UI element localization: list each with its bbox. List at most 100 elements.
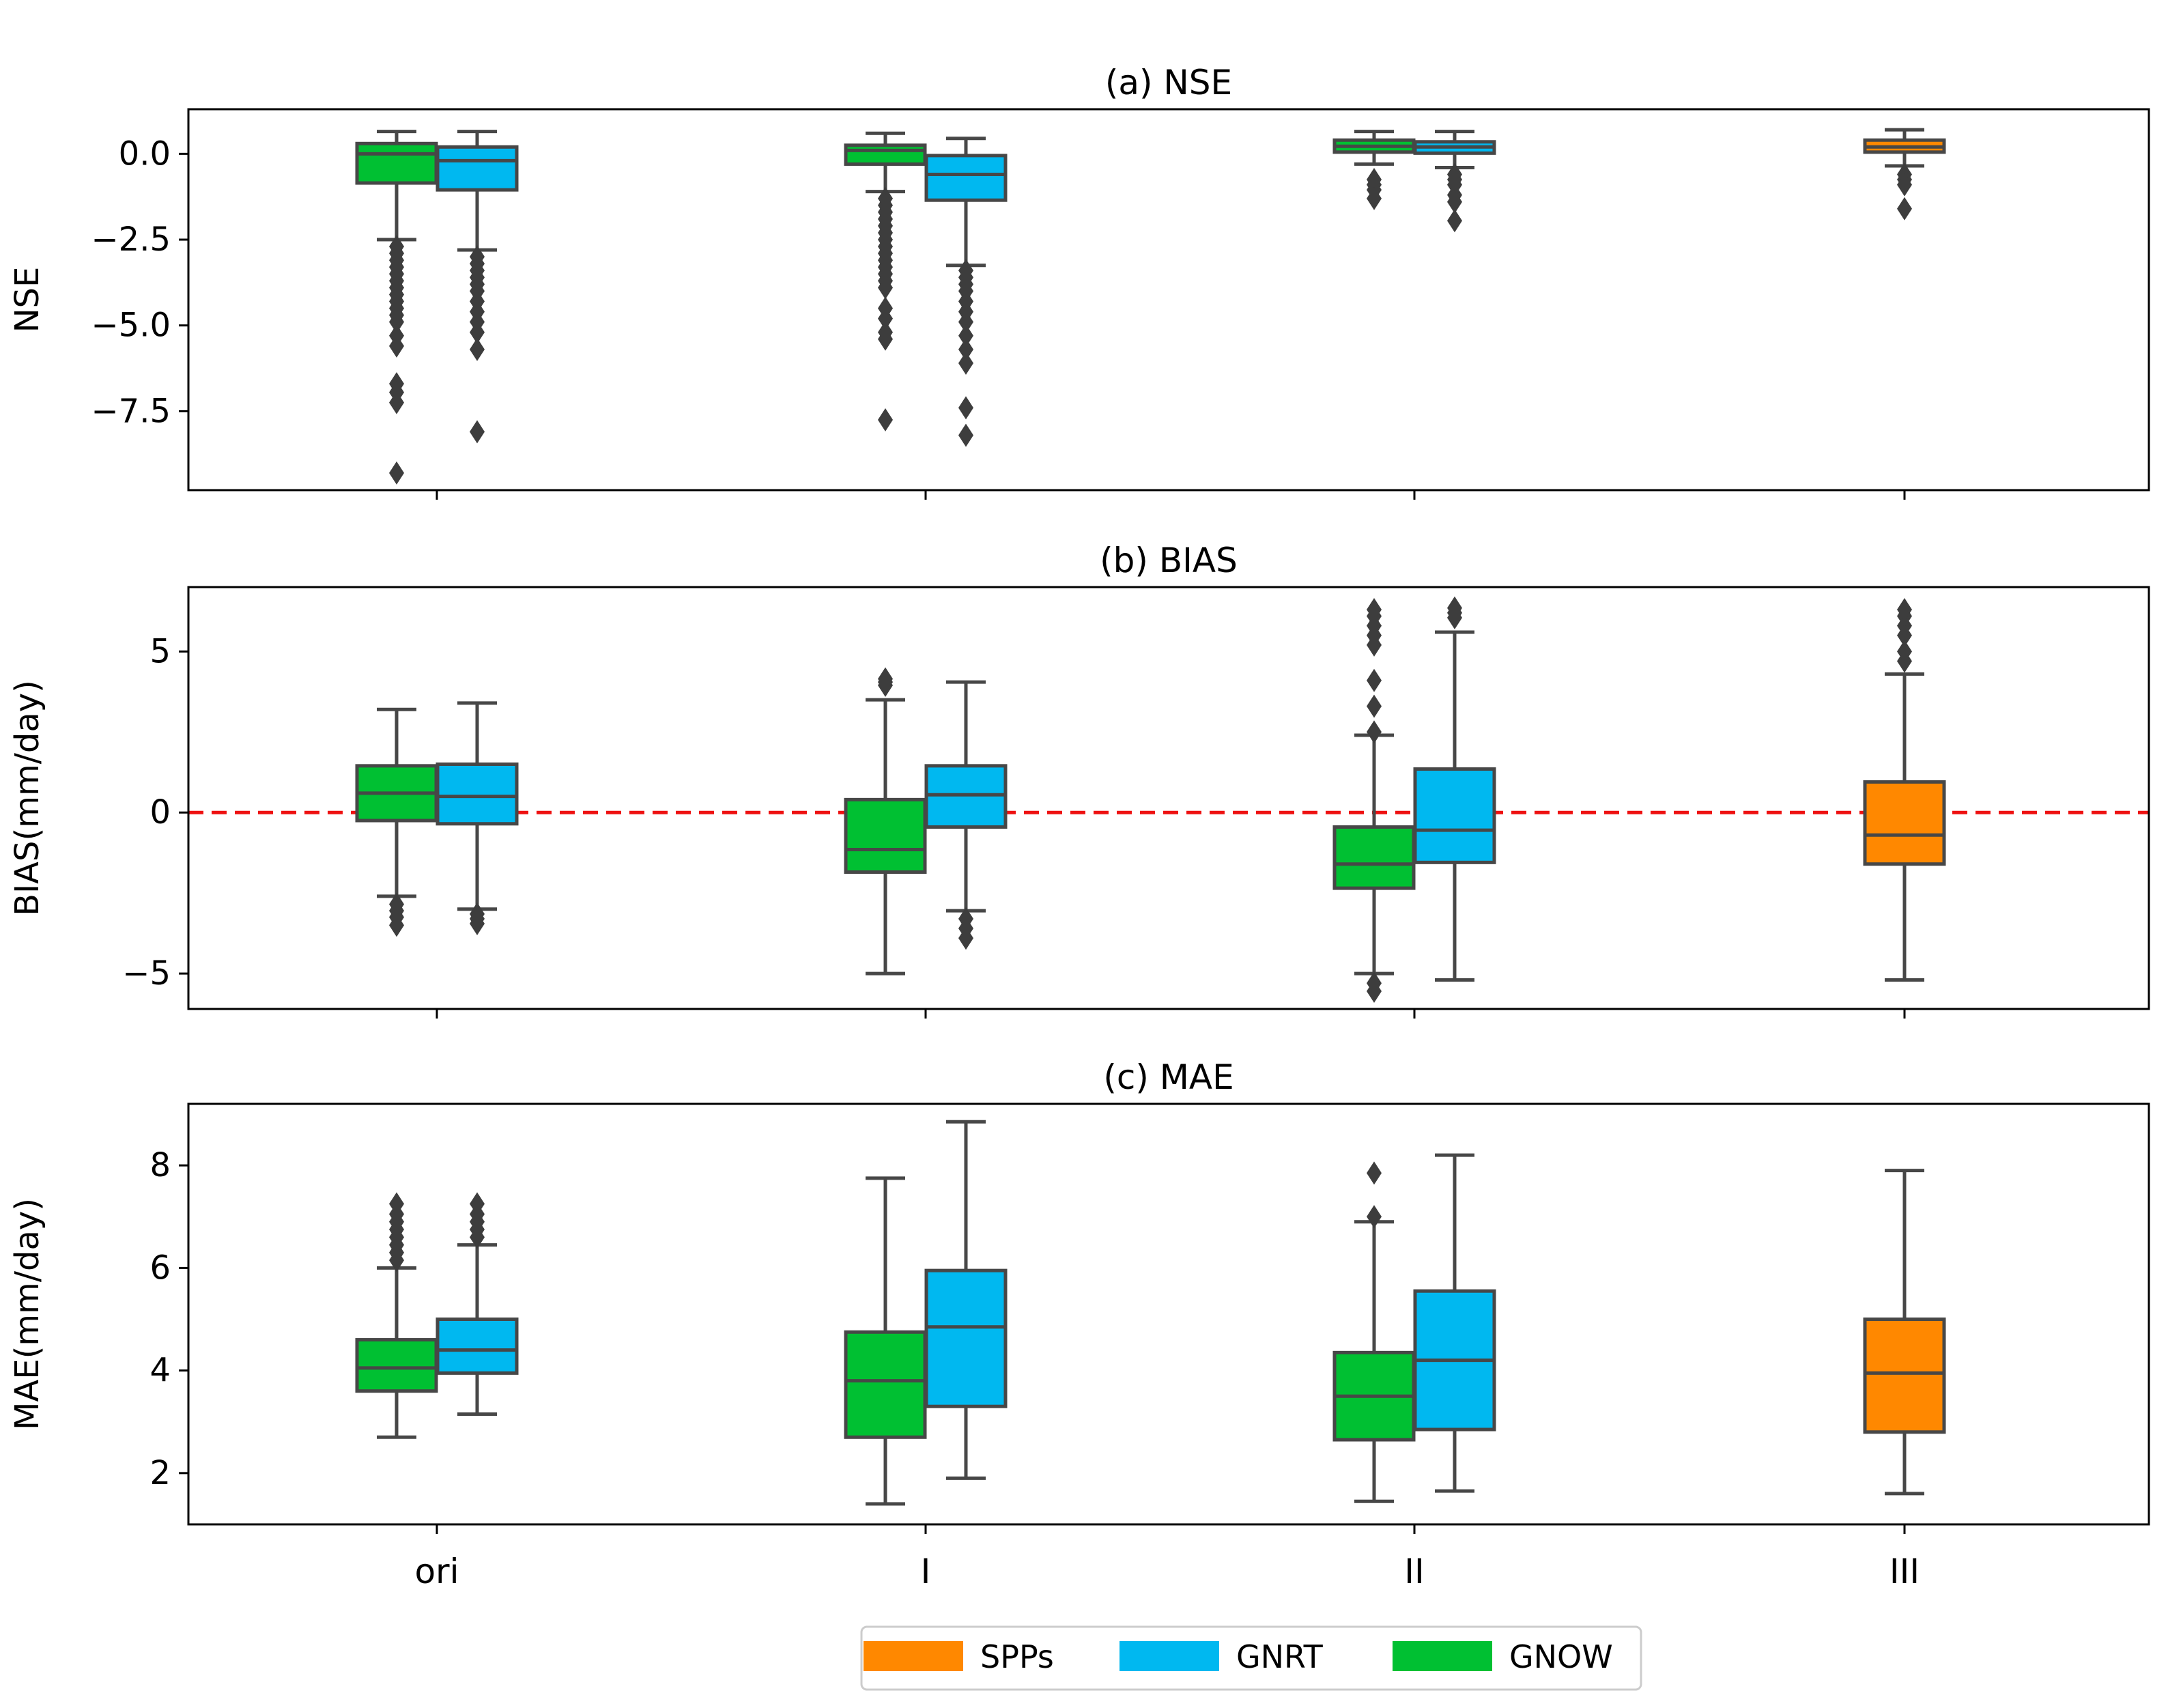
y-axis-label-bias: BIAS(mm/day)	[8, 680, 46, 916]
outlier-point	[470, 911, 485, 935]
axes-frame-nse	[187, 108, 2150, 492]
outlier-point	[1447, 596, 1462, 620]
outlier-point	[1897, 173, 1912, 197]
y-tick-label-nse: −2.5	[91, 220, 171, 259]
panel-title-mae: (c) MAE	[1103, 1057, 1233, 1097]
panel-bias: (b) BIAS BIAS(mm/day) 5 0 −5	[8, 541, 2150, 1019]
box-body	[355, 1338, 438, 1393]
outlier-point	[1897, 197, 1912, 220]
outlier-point	[878, 307, 893, 330]
box-ii-gnrt	[1413, 1153, 1496, 1493]
outlier-point	[958, 352, 973, 375]
box-ii-gnow	[1332, 130, 1416, 210]
y-tick-label-mae: 4	[149, 1352, 171, 1390]
outlier-point	[470, 420, 485, 444]
x-tick-label-iii: III	[1889, 1552, 1920, 1591]
x-tick-label-ori: ori	[414, 1552, 459, 1591]
box-ii-gnow	[1332, 1161, 1416, 1503]
y-tick-label-mae: 8	[149, 1146, 171, 1184]
box-ori-gnow	[355, 130, 438, 485]
outlier-point	[958, 396, 973, 420]
box-i-gnow	[844, 131, 927, 431]
box-i-gnow	[844, 1176, 927, 1506]
outlier-point	[958, 310, 973, 334]
x-tick-label-ii: II	[1404, 1552, 1425, 1591]
box-ii-gnrt	[1413, 130, 1496, 233]
box-body	[436, 762, 519, 826]
box-ori-gnow	[355, 707, 438, 937]
y-tick-label-mae: 2	[149, 1454, 171, 1492]
box-body	[1332, 825, 1416, 890]
outlier-point	[1367, 186, 1382, 210]
box-i-gnrt	[924, 680, 1008, 950]
outlier-point	[878, 667, 893, 691]
panel-title-nse: (a) NSE	[1105, 63, 1232, 102]
outlier-point	[470, 1192, 485, 1216]
panels: (a) NSE NSE 0.0 −2.5 −5.0 −7.5 (b) BIAS BIAS(mm…	[8, 63, 2150, 1591]
box-body	[844, 1330, 927, 1439]
outlier-point	[470, 320, 485, 344]
box-body	[1863, 780, 1946, 866]
panel-title-bias: (b) BIAS	[1100, 541, 1238, 580]
box-body	[924, 154, 1008, 202]
outlier-point	[1897, 640, 1912, 664]
outlier-point	[1367, 1205, 1382, 1229]
outlier-point	[470, 337, 485, 361]
y-tick-label-nse: −7.5	[91, 392, 171, 430]
y-tick-label-nse: −5.0	[91, 307, 171, 345]
box-body	[844, 143, 927, 166]
outlier-point	[958, 423, 973, 447]
box-body	[355, 141, 438, 185]
y-tick-label-bias: 5	[149, 632, 171, 670]
axes-frame-bias	[187, 586, 2150, 1010]
axes-frame-mae	[187, 1102, 2150, 1526]
legend-swatch-spps	[864, 1641, 963, 1671]
box-body	[1863, 1318, 1946, 1434]
box-ori-gnrt	[436, 130, 519, 444]
box-iii-spps	[1863, 128, 1946, 220]
box-iii-spps	[1863, 598, 1946, 982]
outlier-point	[1897, 598, 1912, 622]
outlier-point	[1367, 668, 1382, 692]
box-ii-gnrt	[1413, 596, 1496, 982]
outlier-point	[1367, 720, 1382, 744]
box-body	[1413, 767, 1496, 864]
box-ori-gnrt	[436, 1192, 519, 1416]
outlier-point	[1367, 1161, 1382, 1185]
outlier-point	[878, 276, 893, 300]
y-axis-label-nse: NSE	[8, 267, 46, 333]
box-body	[436, 145, 519, 192]
box-i-gnrt	[924, 137, 1008, 447]
legend-swatch-gnrt	[1119, 1641, 1219, 1671]
outlier-point	[389, 390, 404, 414]
outlier-point	[958, 926, 973, 950]
x-tick-label-i: I	[921, 1552, 931, 1591]
box-i-gnow	[844, 667, 927, 976]
y-tick-label-nse: 0.0	[119, 134, 171, 173]
y-tick-label-bias: −5	[122, 954, 171, 993]
box-iii-spps	[1863, 1169, 1946, 1496]
box-body	[924, 1268, 1008, 1408]
outlier-point	[878, 408, 893, 431]
outlier-point	[389, 310, 404, 334]
box-ori-gnow	[355, 1192, 438, 1439]
outlier-point	[1367, 598, 1382, 622]
outlier-point	[389, 334, 404, 358]
outlier-point	[878, 327, 893, 351]
legend-swatch-gnow	[1393, 1641, 1492, 1671]
outlier-point	[958, 337, 973, 361]
outlier-point	[1447, 190, 1462, 214]
box-body	[844, 797, 927, 874]
legend: SPPs GNRT GNOW	[860, 1625, 1642, 1691]
legend-label-gnrt: GNRT	[1236, 1638, 1324, 1675]
y-axis-label-mae: MAE(mm/day)	[8, 1198, 46, 1430]
outlier-point	[1367, 694, 1382, 718]
legend-label-gnow: GNOW	[1509, 1638, 1613, 1675]
panel-nse: (a) NSE NSE 0.0 −2.5 −5.0 −7.5	[8, 63, 2150, 500]
outlier-point	[1447, 209, 1462, 233]
box-body	[436, 1318, 519, 1375]
outlier-point	[389, 1192, 404, 1216]
y-tick-label-bias: 0	[149, 793, 171, 831]
